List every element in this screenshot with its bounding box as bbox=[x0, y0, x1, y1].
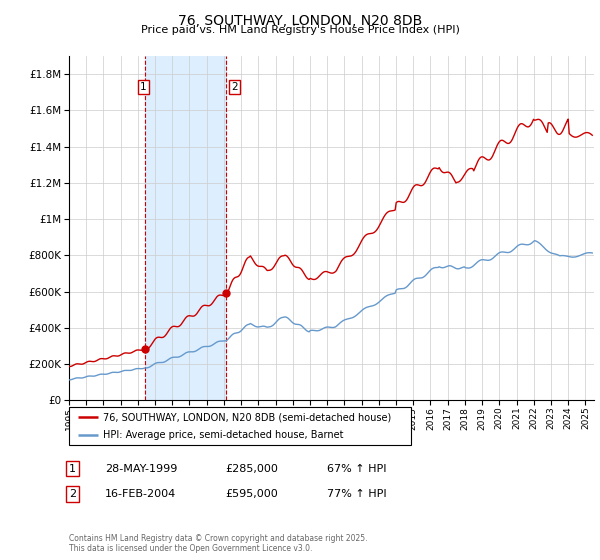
Bar bbox=[145, 56, 226, 400]
Text: Price paid vs. HM Land Registry's House Price Index (HPI): Price paid vs. HM Land Registry's House … bbox=[140, 25, 460, 35]
Text: 76, SOUTHWAY, LONDON, N20 8DB (semi-detached house): 76, SOUTHWAY, LONDON, N20 8DB (semi-deta… bbox=[103, 412, 391, 422]
Text: 77% ↑ HPI: 77% ↑ HPI bbox=[327, 489, 386, 499]
Text: HPI: Average price, semi-detached house, Barnet: HPI: Average price, semi-detached house,… bbox=[103, 430, 344, 440]
Text: 16-FEB-2004: 16-FEB-2004 bbox=[105, 489, 176, 499]
Text: 67% ↑ HPI: 67% ↑ HPI bbox=[327, 464, 386, 474]
Text: £285,000: £285,000 bbox=[225, 464, 278, 474]
Text: 1: 1 bbox=[140, 82, 146, 92]
Text: 76, SOUTHWAY, LONDON, N20 8DB: 76, SOUTHWAY, LONDON, N20 8DB bbox=[178, 14, 422, 28]
Text: 2: 2 bbox=[69, 489, 76, 499]
Text: 1: 1 bbox=[69, 464, 76, 474]
Text: Contains HM Land Registry data © Crown copyright and database right 2025.
This d: Contains HM Land Registry data © Crown c… bbox=[69, 534, 367, 553]
Text: 28-MAY-1999: 28-MAY-1999 bbox=[105, 464, 178, 474]
Text: 2: 2 bbox=[232, 82, 238, 92]
Text: £595,000: £595,000 bbox=[225, 489, 278, 499]
